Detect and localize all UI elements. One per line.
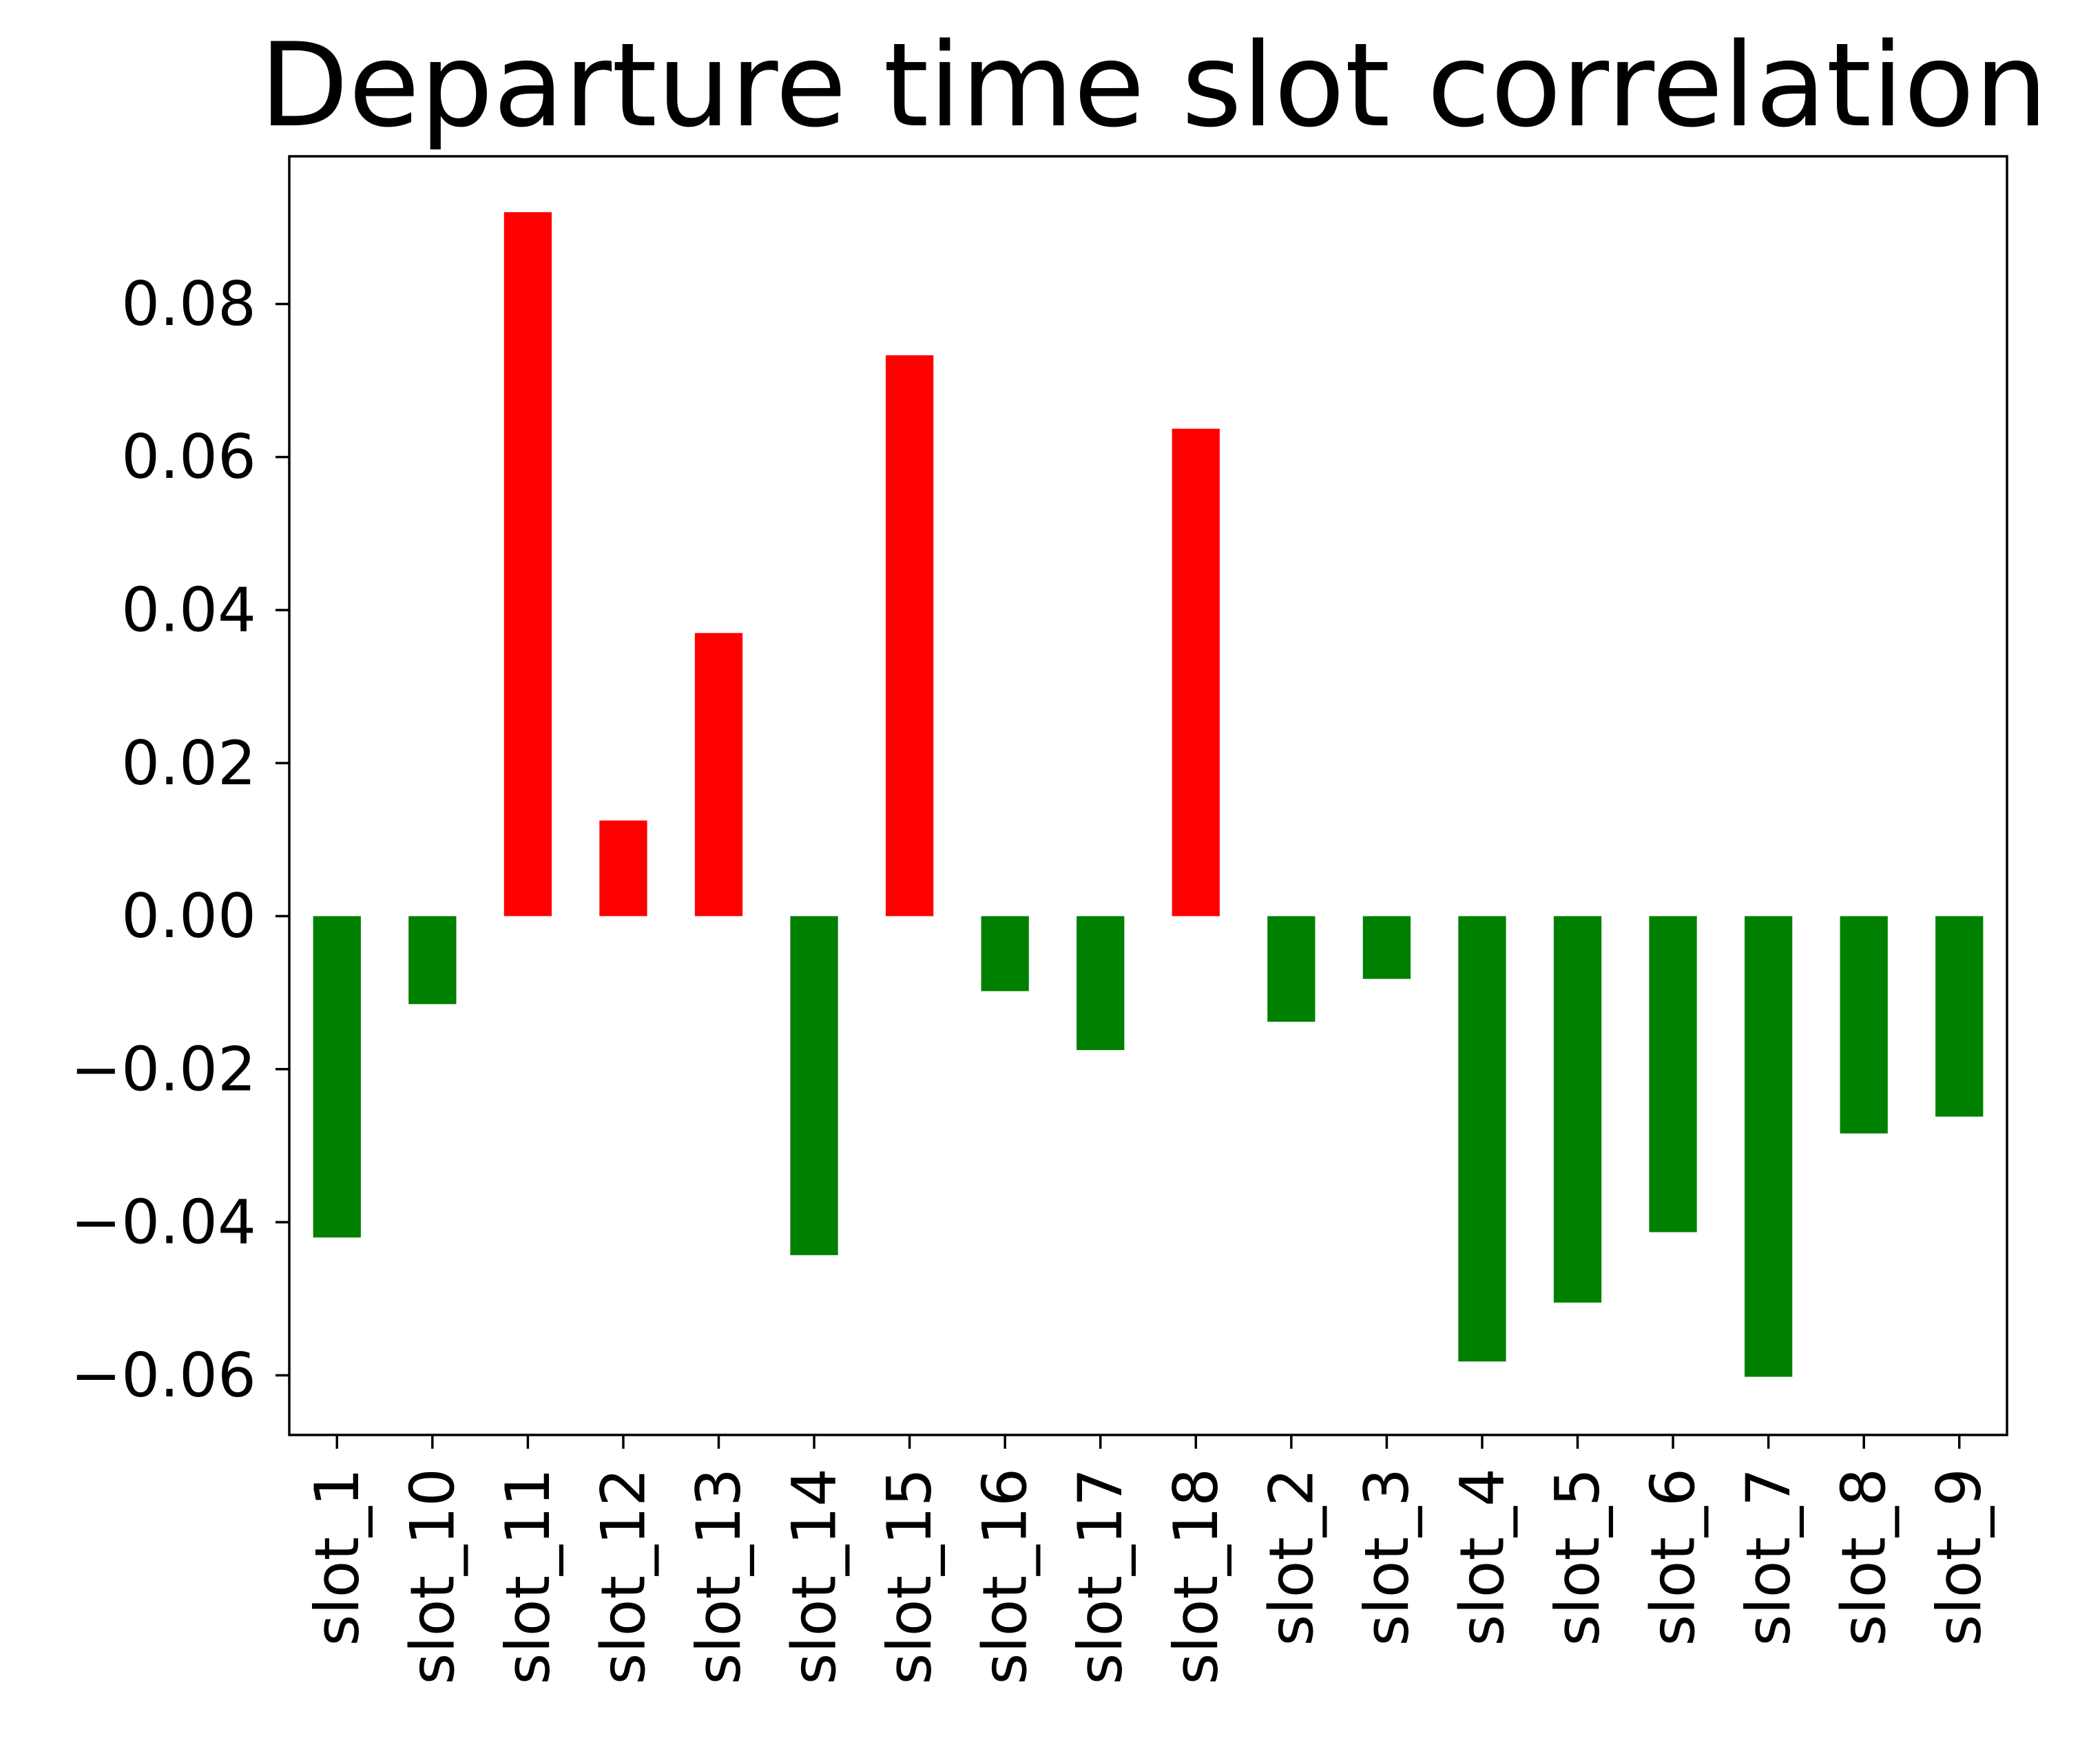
bars-group bbox=[313, 212, 1984, 1377]
y-tick-label: −0.02 bbox=[70, 1034, 256, 1104]
bar-slot_2 bbox=[1267, 916, 1316, 1022]
x-tick-label: slot_14 bbox=[779, 1468, 850, 1685]
bar-slot_16 bbox=[981, 916, 1029, 992]
x-tick-label: slot_10 bbox=[397, 1468, 468, 1685]
x-tick-label: slot_17 bbox=[1065, 1468, 1136, 1685]
y-tick-label: −0.06 bbox=[70, 1340, 256, 1411]
x-tick-label: slot_3 bbox=[1351, 1468, 1422, 1646]
x-tick-label: slot_7 bbox=[1733, 1468, 1804, 1646]
bar-slot_13 bbox=[694, 633, 743, 916]
y-tick-label: 0.04 bbox=[121, 575, 256, 646]
bar-slot_12 bbox=[599, 820, 647, 916]
x-tick-label: slot_6 bbox=[1638, 1468, 1709, 1646]
x-tick-label: slot_12 bbox=[588, 1468, 658, 1685]
bar-slot_4 bbox=[1458, 916, 1506, 1362]
x-tick-label: slot_4 bbox=[1446, 1468, 1517, 1646]
x-tick-label: slot_5 bbox=[1542, 1468, 1613, 1646]
bar-slot_8 bbox=[1840, 916, 1888, 1134]
bar-slot_7 bbox=[1744, 916, 1793, 1377]
chart-title: Departure time slot correlation bbox=[260, 18, 2048, 153]
bar-slot_9 bbox=[1935, 916, 1984, 1117]
bar-slot_15 bbox=[885, 355, 934, 916]
y-tick-label: 0.08 bbox=[121, 269, 256, 339]
bar-slot_17 bbox=[1077, 916, 1125, 1051]
bar-slot_1 bbox=[313, 916, 361, 1238]
bar-slot_5 bbox=[1553, 916, 1602, 1303]
y-tick-label: 0.00 bbox=[121, 881, 256, 952]
bar-slot_6 bbox=[1649, 916, 1697, 1233]
y-axis: −0.06 −0.04 −0.02 0.00 0.02 0.04 0.06 0.08 bbox=[70, 269, 289, 1411]
bar-slot_10 bbox=[408, 916, 457, 1005]
bar-slot_18 bbox=[1172, 428, 1220, 916]
x-tick-label: slot_15 bbox=[874, 1468, 945, 1685]
x-axis: slot_1 slot_10 slot_11 slot_12 slot_13 slot_1… bbox=[302, 1435, 1995, 1685]
bar-slot_3 bbox=[1362, 916, 1411, 979]
x-tick-label: slot_1 bbox=[302, 1468, 373, 1646]
x-tick-label: slot_11 bbox=[492, 1468, 563, 1685]
plot-frame bbox=[288, 155, 2008, 1436]
x-tick-label: slot_8 bbox=[1829, 1468, 1900, 1646]
x-tick-label: slot_13 bbox=[683, 1468, 754, 1685]
y-tick-label: 0.02 bbox=[121, 728, 256, 799]
y-tick-label: −0.04 bbox=[70, 1187, 256, 1258]
y-tick-label: 0.06 bbox=[121, 421, 256, 492]
bar-slot_11 bbox=[503, 212, 552, 916]
x-tick-label: slot_16 bbox=[970, 1468, 1041, 1685]
x-tick-label: slot_2 bbox=[1256, 1468, 1327, 1646]
x-tick-label: slot_18 bbox=[1161, 1468, 1231, 1685]
bar-slot_14 bbox=[790, 916, 838, 1255]
x-tick-label: slot_9 bbox=[1924, 1468, 1995, 1646]
